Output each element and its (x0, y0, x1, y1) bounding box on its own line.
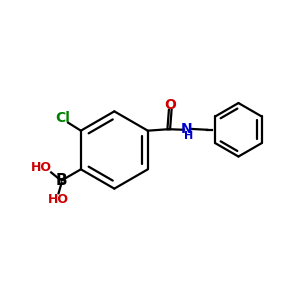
Text: B: B (56, 173, 68, 188)
Text: H: H (184, 131, 193, 141)
Text: N: N (181, 122, 193, 136)
Text: HO: HO (48, 193, 69, 206)
Text: O: O (164, 98, 176, 112)
Text: Cl: Cl (56, 111, 70, 125)
Text: HO: HO (31, 161, 52, 174)
